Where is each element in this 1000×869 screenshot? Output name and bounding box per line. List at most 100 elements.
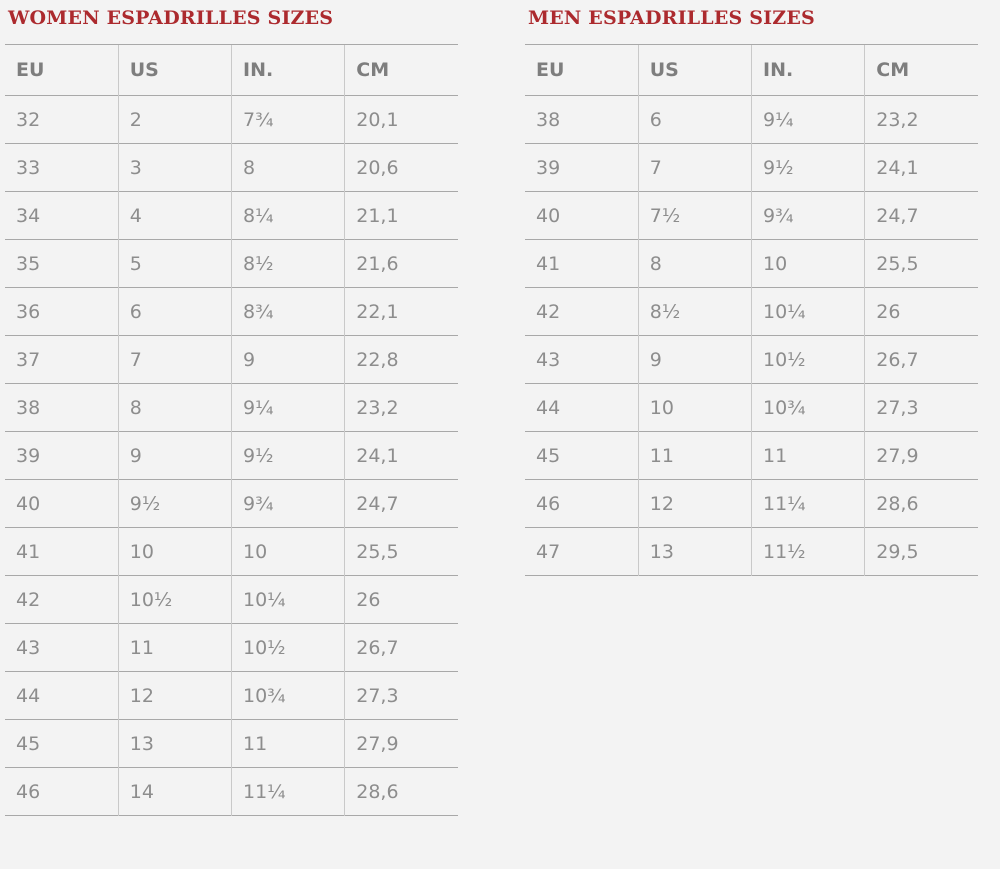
table-cell: 2 <box>117 95 232 144</box>
table-cell: 41 <box>5 527 119 576</box>
table-cell: 26 <box>344 575 458 624</box>
table-cell: 7 <box>117 335 232 384</box>
table-cell: 8½ <box>230 239 345 288</box>
table-row: 40 7½ 9¾ 24,7 <box>525 191 978 240</box>
table-cell: 7 <box>637 143 752 192</box>
women-sizes-title: WOMEN ESPADRILLES SIZES <box>8 7 334 29</box>
table-cell: 28,6 <box>864 479 978 528</box>
table-cell: 33 <box>5 143 119 192</box>
table-cell: 22,8 <box>344 335 458 384</box>
table-cell: 23,2 <box>344 383 458 432</box>
table-row: 43 11 10½ 26,7 <box>5 623 458 672</box>
table-row: 44 10 10¾ 27,3 <box>525 383 978 432</box>
table-row: 47 13 11½ 29,5 <box>525 527 978 576</box>
table-cell: 10 <box>117 527 232 576</box>
table-row: 41 8 10 25,5 <box>525 239 978 288</box>
table-row: 43 9 10½ 26,7 <box>525 335 978 384</box>
table-row: 46 14 11¼ 28,6 <box>5 767 458 816</box>
table-cell: 40 <box>5 479 119 528</box>
table-cell: 8¾ <box>230 287 345 336</box>
table-cell: 9½ <box>117 479 232 528</box>
table-cell: 10 <box>230 527 345 576</box>
table-cell: 6 <box>117 287 232 336</box>
table-cell: 34 <box>5 191 119 240</box>
column-header-eu: EU <box>5 44 119 96</box>
table-cell: 26,7 <box>344 623 458 672</box>
column-header-cm: CM <box>864 44 978 96</box>
table-cell: 8 <box>637 239 752 288</box>
table-cell: 24,7 <box>864 191 978 240</box>
table-row: 46 12 11¼ 28,6 <box>525 479 978 528</box>
table-cell: 27,3 <box>344 671 458 720</box>
table-cell: 11 <box>117 623 232 672</box>
table-cell: 27,9 <box>344 719 458 768</box>
table-cell: 13 <box>637 527 752 576</box>
table-row: 42 8½ 10¼ 26 <box>525 287 978 336</box>
table-cell: 8 <box>230 143 345 192</box>
table-cell: 10½ <box>750 335 865 384</box>
table-cell: 42 <box>525 287 639 336</box>
table-row: 45 13 11 27,9 <box>5 719 458 768</box>
table-cell: 27,3 <box>864 383 978 432</box>
table-cell: 8½ <box>637 287 752 336</box>
table-cell: 10½ <box>230 623 345 672</box>
table-cell: 9½ <box>750 143 865 192</box>
column-header-in: IN. <box>230 44 345 96</box>
table-cell: 9¾ <box>230 479 345 528</box>
men-sizes-section: MEN ESPADRILLES SIZES EU US IN. CM 38 6 9¼ 23,2… <box>525 6 978 576</box>
table-cell: 41 <box>525 239 639 288</box>
table-cell: 47 <box>525 527 639 576</box>
column-header-cm: CM <box>344 44 458 96</box>
women-sizes-section: WOMEN ESPADRILLES SIZES EU US IN. CM 32 2 7¾ 20… <box>5 6 458 816</box>
table-cell: 13 <box>117 719 232 768</box>
table-cell: 20,1 <box>344 95 458 144</box>
table-cell: 45 <box>525 431 639 480</box>
table-cell: 5 <box>117 239 232 288</box>
table-cell: 40 <box>525 191 639 240</box>
table-cell: 10¼ <box>750 287 865 336</box>
table-cell: 22,1 <box>344 287 458 336</box>
table-cell: 43 <box>5 623 119 672</box>
table-cell: 12 <box>117 671 232 720</box>
table-cell: 35 <box>5 239 119 288</box>
table-row: 35 5 8½ 21,6 <box>5 239 458 288</box>
table-cell: 44 <box>5 671 119 720</box>
table-cell: 21,1 <box>344 191 458 240</box>
table-cell: 11 <box>230 719 345 768</box>
table-row: 38 6 9¼ 23,2 <box>525 95 978 144</box>
table-cell: 21,6 <box>344 239 458 288</box>
table-cell: 8 <box>117 383 232 432</box>
table-cell: 11¼ <box>230 767 345 816</box>
table-cell: 39 <box>5 431 119 480</box>
table-cell: 32 <box>5 95 119 144</box>
table-cell: 42 <box>5 575 119 624</box>
table-cell: 45 <box>5 719 119 768</box>
table-row: 39 7 9½ 24,1 <box>525 143 978 192</box>
table-cell: 29,5 <box>864 527 978 576</box>
table-row: 39 9 9½ 24,1 <box>5 431 458 480</box>
column-header-in: IN. <box>750 44 865 96</box>
table-cell: 10¾ <box>230 671 345 720</box>
table-cell: 25,5 <box>344 527 458 576</box>
table-row: 45 11 11 27,9 <box>525 431 978 480</box>
column-header-eu: EU <box>525 44 639 96</box>
table-cell: 26 <box>864 287 978 336</box>
men-sizes-title: MEN ESPADRILLES SIZES <box>528 7 815 29</box>
table-cell: 6 <box>637 95 752 144</box>
table-cell: 11 <box>750 431 865 480</box>
table-row: 34 4 8¼ 21,1 <box>5 191 458 240</box>
table-cell: 7¾ <box>230 95 345 144</box>
table-cell: 9 <box>230 335 345 384</box>
table-cell: 7½ <box>637 191 752 240</box>
women-sizes-table: EU US IN. CM 32 2 7¾ 20,1 33 3 8 20,6 34 4 8¼ 21,1 35 5 8½… <box>5 44 458 816</box>
table-cell: 11½ <box>750 527 865 576</box>
table-cell: 38 <box>525 95 639 144</box>
table-cell: 26,7 <box>864 335 978 384</box>
table-cell: 11 <box>637 431 752 480</box>
table-cell: 44 <box>525 383 639 432</box>
table-cell: 10 <box>637 383 752 432</box>
table-cell: 38 <box>5 383 119 432</box>
column-header-us: US <box>637 44 752 96</box>
table-cell: 10¾ <box>750 383 865 432</box>
table-row: 32 2 7¾ 20,1 <box>5 95 458 144</box>
